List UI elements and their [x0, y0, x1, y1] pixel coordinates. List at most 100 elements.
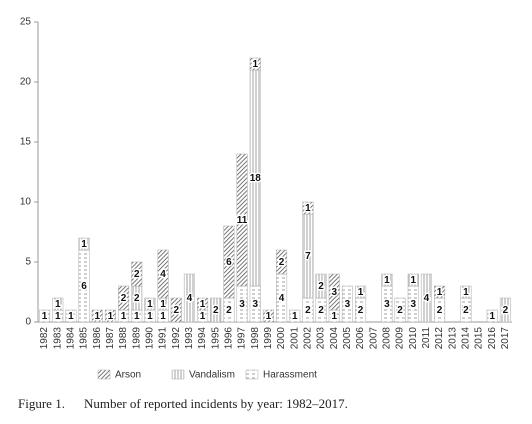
- bar-segment: [302, 201, 314, 215]
- value-label: 7: [305, 251, 311, 262]
- x-tick-label: 2000: [276, 327, 287, 350]
- value-label: 1: [437, 287, 443, 298]
- bar-segment: [210, 297, 222, 323]
- x-tick-label: 1988: [118, 327, 129, 350]
- bar-segment: [276, 249, 288, 275]
- legend-label: Harassment: [263, 370, 317, 381]
- x-tick-label: 1983: [52, 327, 63, 350]
- x-tick-label: 2001: [289, 327, 300, 350]
- x-tick-label: 1986: [92, 327, 103, 350]
- x-tick-label: 1991: [158, 327, 169, 350]
- value-label: 4: [279, 293, 285, 304]
- x-tick-label: 2003: [316, 327, 327, 350]
- x-tick-label: 1987: [105, 327, 116, 350]
- x-tick-label: 2017: [500, 327, 511, 350]
- x-tick-label: 1993: [184, 327, 195, 350]
- value-label: 3: [384, 299, 390, 310]
- value-label: 1: [147, 299, 153, 310]
- bar-segment: [341, 285, 353, 323]
- bar-segment: [355, 285, 367, 299]
- value-label: 1: [358, 287, 364, 298]
- value-label: 4: [424, 293, 430, 304]
- bar-segment: [65, 309, 77, 323]
- value-label: 1: [81, 239, 87, 250]
- value-label: 1: [305, 203, 311, 214]
- value-label: 6: [226, 257, 232, 268]
- x-tick-label: 1985: [79, 327, 90, 350]
- value-label: 1: [292, 311, 298, 322]
- value-label: 2: [226, 305, 232, 316]
- legend-label: Vandalism: [189, 370, 235, 381]
- y-tick-label: 10: [20, 197, 32, 208]
- value-label: 3: [252, 299, 258, 310]
- x-tick-label: 2006: [355, 327, 366, 350]
- bar-segment: [420, 273, 432, 323]
- value-label: 3: [239, 299, 245, 310]
- bar-segment: [315, 273, 327, 299]
- y-tick-label: 25: [20, 17, 32, 28]
- value-label: 2: [213, 305, 219, 316]
- value-label: 3: [410, 299, 416, 310]
- legend-label: Arson: [115, 370, 141, 381]
- x-tick-label: 2008: [382, 327, 393, 350]
- bar-segment: [118, 285, 130, 311]
- bar-segment: [170, 297, 182, 323]
- y-tick-label: 0: [25, 317, 31, 328]
- x-tick-label: 2014: [461, 327, 472, 350]
- value-label: 1: [94, 311, 100, 322]
- value-label: 1: [147, 311, 153, 322]
- x-tick-label: 2004: [329, 327, 340, 350]
- x-tick-label: 1982: [39, 327, 50, 350]
- x-tick-label: 1998: [250, 327, 261, 350]
- value-label: 1: [55, 311, 61, 322]
- value-label: 1: [121, 311, 127, 322]
- bar-segment: [328, 273, 340, 311]
- value-label: 1: [200, 299, 206, 310]
- value-label: 6: [81, 281, 87, 292]
- value-label: 2: [437, 305, 443, 316]
- x-tick-label: 2005: [342, 327, 353, 350]
- value-label: 2: [318, 305, 324, 316]
- bar-segment: [131, 261, 143, 287]
- x-tick-label: 1984: [66, 327, 77, 350]
- chart-title: Number of reported incidents by year: 19…: [84, 396, 348, 411]
- x-tick-label: 2002: [303, 327, 314, 350]
- value-label: 1: [200, 311, 206, 322]
- value-label: 1: [42, 311, 48, 322]
- value-label: 1: [68, 311, 74, 322]
- legend-swatch: [171, 369, 185, 380]
- value-label: 2: [134, 293, 140, 304]
- x-tick-label: 2011: [421, 327, 432, 349]
- value-label: 3: [345, 299, 351, 310]
- value-label: 2: [305, 305, 311, 316]
- bar-segment: [460, 285, 472, 299]
- value-label: 2: [358, 305, 364, 316]
- bar-segment: [91, 309, 103, 323]
- value-label: 2: [503, 305, 509, 316]
- bar-segment: [223, 225, 235, 299]
- bar-segment: [407, 273, 419, 287]
- value-label: 1: [252, 59, 258, 70]
- value-label: 1: [160, 299, 166, 310]
- bar-segment: [104, 309, 116, 323]
- value-label: 1: [384, 275, 390, 286]
- value-label: 2: [397, 305, 403, 316]
- value-label: 2: [318, 281, 324, 292]
- bar-segment: [39, 309, 51, 323]
- y-tick-label: 20: [20, 77, 32, 88]
- legend-swatch: [245, 369, 259, 380]
- value-label: 2: [279, 257, 285, 268]
- value-label: 1: [410, 275, 416, 286]
- value-label: 2: [134, 269, 140, 280]
- bar-segment: [381, 273, 393, 287]
- bar-segment: [434, 285, 446, 299]
- x-tick-label: 1990: [145, 327, 156, 350]
- value-label: 11: [237, 215, 248, 226]
- value-label: 1: [266, 311, 272, 322]
- x-tick-label: 2009: [395, 327, 406, 350]
- value-label: 18: [250, 173, 262, 184]
- value-label: 1: [134, 311, 140, 322]
- value-label: 2: [121, 293, 127, 304]
- bar-segment: [236, 153, 248, 287]
